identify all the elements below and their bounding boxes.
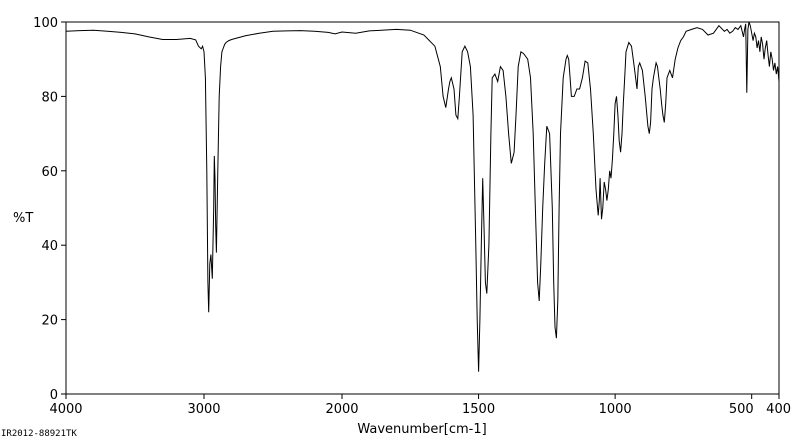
y-tick-label: 60 [41, 165, 58, 180]
plot-frame [65, 21, 780, 395]
x-axis-ticks: 4000 3000 2000 1500 1000 500 400 [49, 394, 791, 417]
x-tick-label: 2000 [325, 402, 358, 417]
x-tick-label: 1500 [462, 402, 495, 417]
y-axis-label: %T [13, 211, 33, 226]
x-tick-label: 3000 [187, 402, 220, 417]
y-tick-label: 80 [41, 90, 58, 105]
spectrum-line [65, 21, 780, 372]
x-tick-label: 1000 [599, 402, 632, 417]
x-tick-label: 500 [729, 402, 754, 417]
x-tick-label: 400 [766, 402, 791, 417]
y-tick-label: 40 [41, 239, 58, 254]
y-tick-label: 0 [50, 388, 58, 403]
footer-code: IR2012-88921TK [1, 429, 77, 439]
y-tick-label: 100 [33, 16, 58, 31]
y-axis-ticks: 0 20 40 60 80 100 [33, 16, 66, 403]
x-tick-label: 4000 [49, 402, 82, 417]
y-tick-label: 20 [41, 314, 58, 329]
x-axis-label: Wavenumber[cm-1] [357, 422, 486, 437]
